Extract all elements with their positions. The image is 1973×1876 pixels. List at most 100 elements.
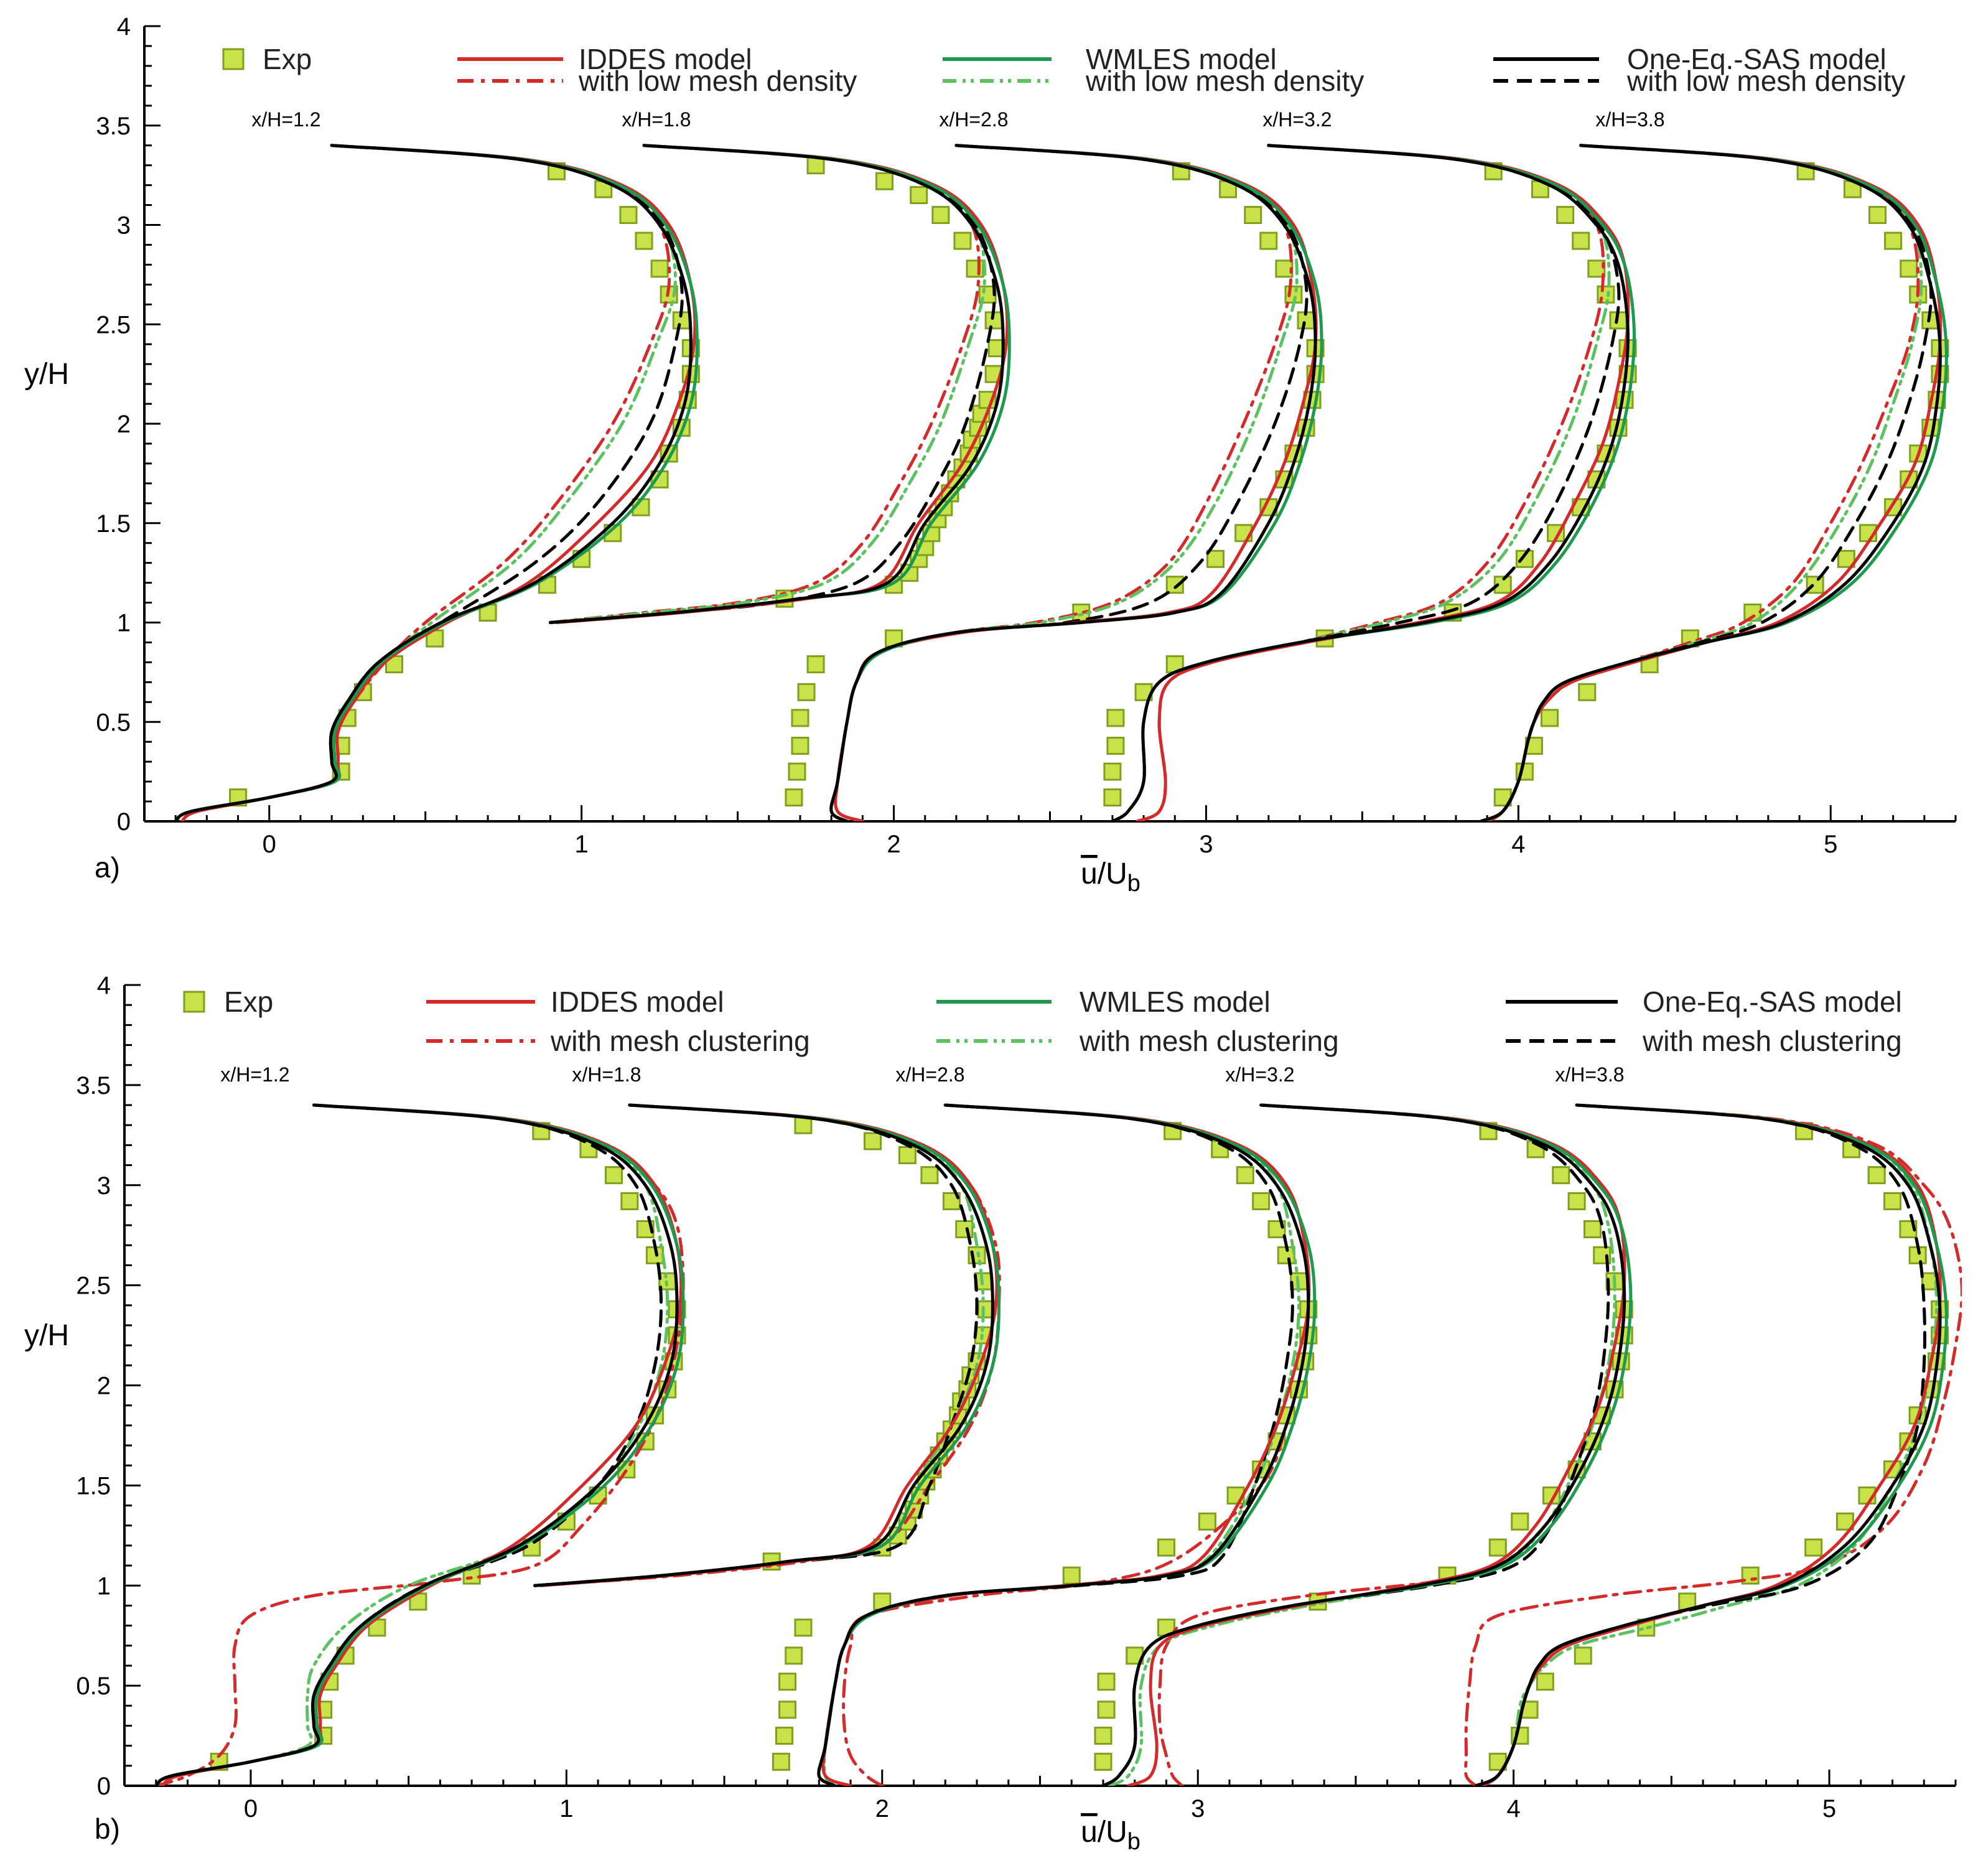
exp-marker — [1837, 549, 1855, 568]
legend-exp-marker — [222, 48, 245, 70]
chart-panel-a: 0 1 2 3 4 5 0 0.5 1 1.5 2 2.5 3 3.5 4 y/H u/Ub a) x/H=1.2 x… — [24, 13, 1957, 897]
exp-marker — [794, 1116, 813, 1134]
chart-panel-b: 0 1 2 3 4 5 0 0.5 1 1.5 2 2.5 3 3.5 4 y/H u/Ub b) x/H=1.2 x… — [24, 972, 1962, 1855]
exp-marker — [1578, 683, 1597, 701]
exp-marker — [775, 1727, 793, 1745]
series-line-iddes — [1127, 1103, 1626, 1786]
series-line-iddes — [161, 1103, 683, 1786]
exp-marker — [1488, 1538, 1507, 1557]
legend-label: with low mesh density — [1626, 65, 1905, 97]
exp-marker — [1236, 1166, 1254, 1185]
x-tick-label: 1 — [575, 831, 589, 858]
exp-marker — [1867, 1166, 1886, 1185]
legend-label: Exp — [224, 986, 273, 1018]
series-line-sas — [829, 144, 1317, 821]
exp-marker — [788, 762, 806, 781]
exp-marker — [620, 1192, 639, 1210]
series-line-iddes-alt — [1463, 1103, 1962, 1786]
exp-marker — [806, 655, 825, 674]
y-tick-label: 1 — [97, 1572, 111, 1600]
series-line-iddes-alt — [842, 1103, 1310, 1786]
series-line-sas-alt — [174, 144, 684, 821]
exp-marker — [1106, 737, 1125, 755]
legend-label: with low mesh density — [1085, 65, 1364, 97]
x-tick-label: 2 — [875, 1795, 889, 1822]
series-line-iddes — [821, 1103, 1311, 1786]
exp-marker — [966, 259, 984, 278]
plot-area — [174, 144, 1949, 821]
exp-marker — [864, 1132, 882, 1150]
legend-label: WMLES model — [1080, 986, 1271, 1018]
exp-marker — [1859, 524, 1877, 543]
y-tick-label: 4 — [117, 13, 131, 40]
y-tick-label: 3 — [97, 1172, 111, 1200]
series-line-wmles-alt — [823, 1103, 1301, 1786]
series-line-wmles-alt — [154, 1103, 669, 1786]
exp-marker — [785, 1646, 803, 1665]
x-axis-title: u/Ub — [1081, 1816, 1140, 1855]
legend-label: One-Eq.-SAS model — [1627, 43, 1887, 75]
exp-marker — [931, 206, 950, 225]
legend-label: with mesh clustering — [1079, 1025, 1339, 1057]
exp-marker — [1552, 1166, 1570, 1185]
exp-marker — [604, 1166, 623, 1185]
legend-label: WMLES model — [1086, 43, 1277, 75]
exp-marker — [1883, 1192, 1902, 1210]
exp-marker — [778, 1701, 797, 1719]
series-line-sas — [533, 1103, 994, 1587]
series-line-sas — [154, 1103, 679, 1786]
y-tick-label: 1.5 — [76, 1472, 111, 1500]
x-tick-label: 1 — [559, 1795, 573, 1822]
exp-marker — [1884, 231, 1903, 250]
y-tick-label: 1.5 — [96, 510, 131, 538]
y-tick-label: 2.5 — [96, 311, 131, 338]
station-label: x/H=3.2 — [1262, 108, 1332, 131]
series-line-wmles — [174, 144, 699, 821]
legend-label: IDDES model — [579, 43, 752, 75]
y-tick-label: 3.5 — [76, 1072, 111, 1099]
exp-marker — [1488, 1752, 1507, 1771]
series-line-wmles — [817, 1103, 1317, 1786]
y-axis-title: y/H — [24, 1319, 69, 1352]
legend: Exp IDDES model with mesh clustering WMLES … — [183, 986, 1902, 1057]
series-line-iddes — [180, 144, 697, 821]
exp-marker — [1206, 549, 1225, 568]
station-label: x/H=1.8 — [572, 1063, 641, 1086]
exp-marker — [1574, 1646, 1592, 1665]
exp-marker — [1252, 1192, 1271, 1210]
x-tick-label: 5 — [1824, 831, 1837, 858]
x-tick-label: 2 — [887, 831, 900, 858]
y-tick-label: 0.5 — [76, 1673, 111, 1700]
exp-marker — [1094, 1752, 1112, 1771]
exp-marker — [1868, 206, 1887, 225]
y-tick-label: 3 — [117, 212, 131, 240]
y-tick-label: 1 — [117, 610, 131, 637]
exp-marker — [794, 1618, 813, 1637]
legend-label: IDDES model — [551, 986, 724, 1018]
series-line-sas — [549, 144, 1005, 624]
series-line-sas — [817, 1103, 1310, 1786]
x-tick-label: 0 — [263, 831, 276, 858]
x-tick-label: 5 — [1822, 1795, 1836, 1822]
series-line-wmles — [154, 1103, 685, 1786]
exp-marker — [785, 788, 803, 807]
exp-marker — [1094, 1727, 1112, 1745]
station-label: x/H=2.8 — [895, 1063, 964, 1086]
exp-marker — [778, 1673, 797, 1691]
station-label: x/H=1.8 — [622, 108, 691, 131]
exp-marker — [1567, 1192, 1586, 1210]
exp-marker — [619, 206, 638, 225]
legend-label: One-Eq.-SAS model — [1643, 986, 1902, 1018]
series-line-sas-alt — [829, 144, 1308, 821]
exp-marker — [1103, 788, 1122, 807]
x-tick-label: 4 — [1511, 831, 1525, 858]
exp-marker — [1244, 206, 1262, 225]
exp-marker — [1106, 709, 1125, 727]
series-line-iddes-alt — [1157, 1103, 1626, 1786]
y-tick-label: 0 — [117, 808, 131, 836]
exp-marker — [898, 1146, 917, 1164]
exp-marker — [1103, 762, 1122, 781]
legend-exp-marker — [183, 991, 205, 1013]
exp-marker — [1556, 206, 1575, 225]
